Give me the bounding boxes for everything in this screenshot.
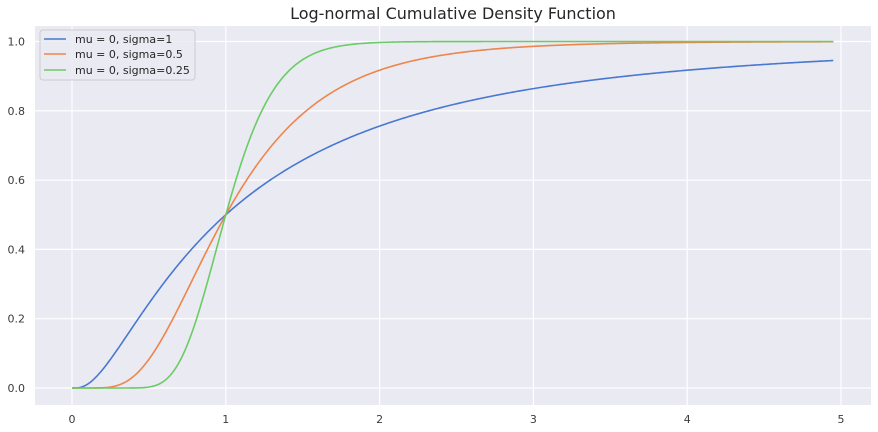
x-tick-label: 3 xyxy=(530,413,537,426)
y-tick-label: 0.0 xyxy=(8,382,26,395)
legend-box xyxy=(39,29,196,81)
series-lines xyxy=(72,40,834,389)
series-line-0 xyxy=(72,59,834,389)
y-tick-label: 0.4 xyxy=(8,243,26,256)
chart-title: Log-normal Cumulative Density Function xyxy=(290,4,616,23)
legend-label-sigma-0-25: mu = 0, sigma=0.25 xyxy=(75,64,190,77)
y-axis-ticks: 0.0 0.2 0.4 0.6 0.8 1.0 xyxy=(8,36,26,396)
series-line-2 xyxy=(72,40,834,389)
legend-label-sigma-0-5: mu = 0, sigma=0.5 xyxy=(75,48,183,61)
x-tick-label: 5 xyxy=(838,413,845,426)
x-tick-label: 2 xyxy=(376,413,383,426)
legend-label-sigma-1: mu = 0, sigma=1 xyxy=(75,33,172,46)
x-tick-label: 1 xyxy=(222,413,229,426)
x-tick-label: 0 xyxy=(69,413,76,426)
y-tick-label: 0.6 xyxy=(8,174,26,187)
y-tick-label: 1.0 xyxy=(8,36,26,49)
x-axis-ticks: 0 1 2 3 4 5 xyxy=(69,413,845,426)
legend: mu = 0, sigma=1 mu = 0, sigma=0.5 mu = 0… xyxy=(39,29,196,81)
plot-area xyxy=(35,26,871,405)
y-tick-label: 0.8 xyxy=(8,105,26,118)
x-tick-label: 4 xyxy=(684,413,691,426)
y-tick-label: 0.2 xyxy=(8,313,26,326)
